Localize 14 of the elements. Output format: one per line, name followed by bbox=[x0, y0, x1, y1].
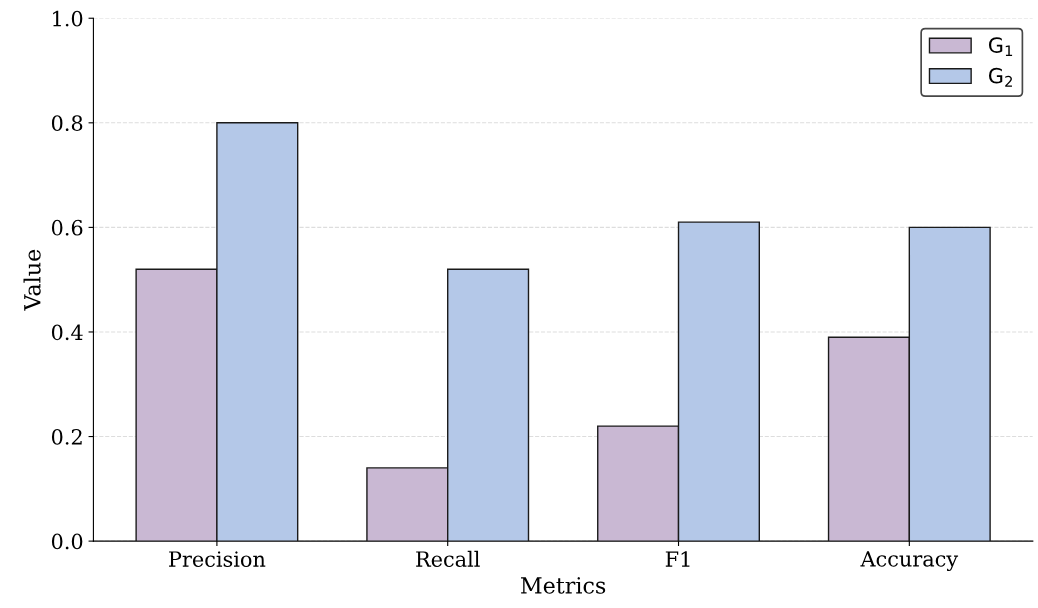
y-axis-title: Value bbox=[23, 249, 41, 311]
x-tick-label: Accuracy bbox=[860, 551, 959, 572]
y-tick-label: 0.0 bbox=[51, 533, 83, 550]
y-tick-label: 0.2 bbox=[51, 429, 82, 445]
y-tick-label: 0.8 bbox=[51, 115, 83, 132]
y-tick-label: 0.6 bbox=[51, 219, 83, 236]
x-axis-title: Metrics bbox=[521, 577, 606, 594]
x-tick-label: F1 bbox=[665, 551, 690, 567]
x-tick-label: Recall bbox=[416, 550, 480, 567]
x-tick-label: Precision bbox=[169, 551, 266, 567]
y-tick-label: 0.4 bbox=[51, 324, 83, 341]
legend-label: G$_{1}$ bbox=[988, 37, 1013, 57]
legend-label: G$_{2}$ bbox=[988, 67, 1012, 87]
y-tick-label: 1.0 bbox=[53, 10, 83, 27]
